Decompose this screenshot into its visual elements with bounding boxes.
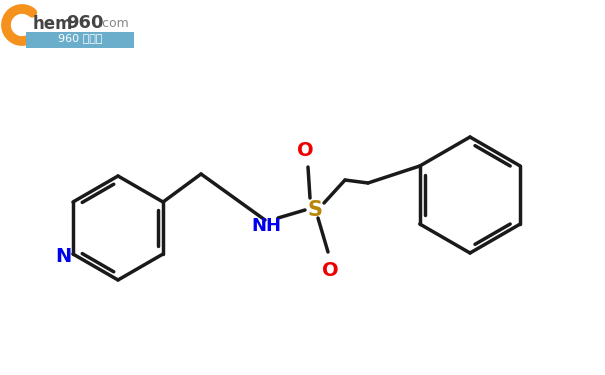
Bar <box>26 32 134 48</box>
Text: S: S <box>307 200 322 220</box>
Text: 960: 960 <box>66 14 103 32</box>
Text: .com: .com <box>99 17 129 30</box>
Text: O: O <box>296 141 313 159</box>
Text: O: O <box>322 261 338 279</box>
Text: 960 化工网: 960 化工网 <box>57 33 102 43</box>
Text: hem: hem <box>33 15 73 33</box>
Text: NH: NH <box>251 217 281 235</box>
Text: N: N <box>55 246 71 266</box>
